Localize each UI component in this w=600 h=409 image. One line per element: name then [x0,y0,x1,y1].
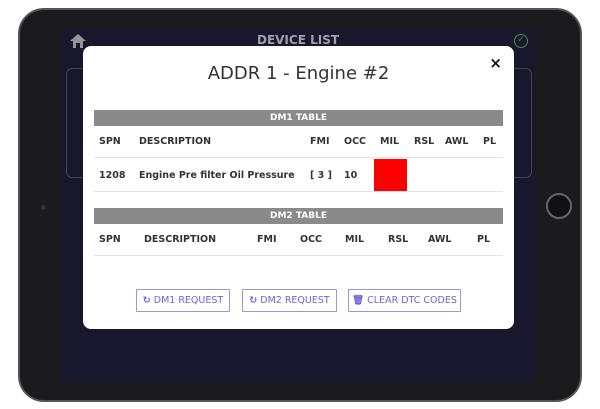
tablet-home-button[interactable] [546,193,572,219]
refresh-icon: ↻ [142,295,151,306]
col-fmi: FMI [257,234,277,245]
col-rsl: RSL [388,234,409,245]
col-awl: AWL [428,234,452,245]
clear-dtc-label: CLEAR DTC CODES [367,295,457,306]
col-pl: PL [477,234,491,245]
dm1-table-title: DM1 TABLE [94,110,503,126]
dm1-header-row: SPN DESCRIPTION FMI OCC MIL RSL AWL PL [94,128,503,158]
check-circle-icon: ✓ [514,34,528,48]
col-spn: SPN [99,136,121,147]
page-title: DEVICE LIST [256,33,340,47]
description-value: Engine Pre filter Oil Pressure [139,170,295,181]
col-mil: MIL [345,234,365,245]
trash-icon: 🗑 [352,295,365,306]
col-spn: SPN [99,234,121,245]
col-occ: OCC [300,234,323,245]
col-pl: PL [483,136,497,147]
table-row[interactable]: 1208 Engine Pre filter Oil Pressure [ 3 … [94,159,503,192]
camera [41,205,46,210]
col-description: DESCRIPTION [144,234,217,245]
dm2-table-title: DM2 TABLE [94,208,503,224]
dm1-request-button[interactable]: ↻ DM1 REQUEST [136,289,230,312]
close-button[interactable]: × [489,54,502,72]
home-icon[interactable] [70,34,86,48]
mil-indicator [374,159,407,191]
col-mil: MIL [380,136,400,147]
spn-value: 1208 [99,170,126,181]
dm2-request-label: DM2 REQUEST [260,295,330,306]
modal-title: ADDR 1 - Engine #2 [207,63,390,84]
occ-value: 10 [344,170,358,181]
dm1-request-label: DM1 REQUEST [153,295,224,306]
col-occ: OCC [344,136,367,147]
col-awl: AWL [445,136,469,147]
dm2-header-row: SPN DESCRIPTION FMI OCC MIL RSL AWL PL [94,225,503,256]
col-fmi: FMI [310,136,330,147]
clear-dtc-button[interactable]: 🗑 CLEAR DTC CODES [348,289,461,312]
col-description: DESCRIPTION [139,136,212,147]
col-rsl: RSL [414,136,435,147]
fmi-value: [ 3 ] [310,170,332,181]
refresh-icon: ↻ [249,295,258,306]
dtc-modal: × ADDR 1 - Engine #2 DM1 TABLE SPN DESCR… [83,46,514,329]
dm2-request-button[interactable]: ↻ DM2 REQUEST [242,289,337,312]
